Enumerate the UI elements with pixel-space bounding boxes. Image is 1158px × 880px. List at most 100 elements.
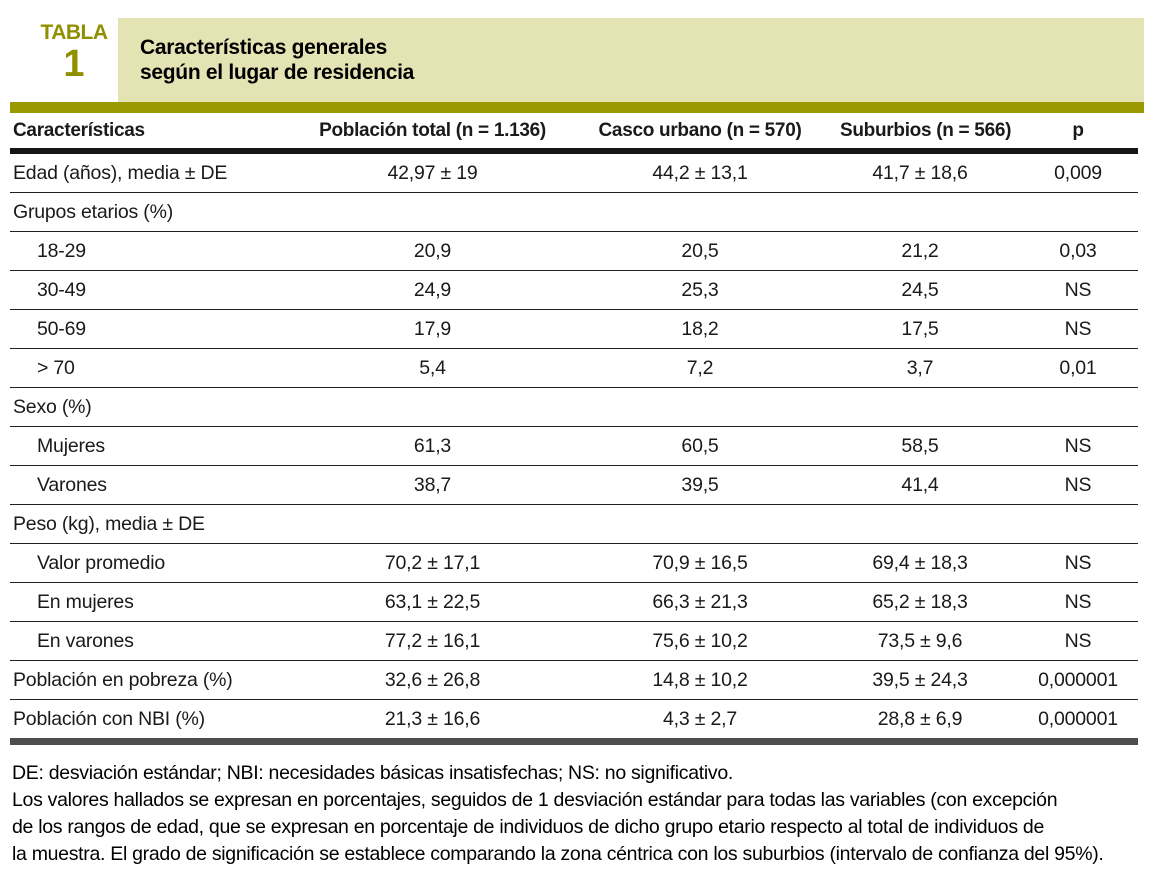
table-bottom-rule (10, 738, 1138, 745)
row-label: Población con NBI (%) (13, 707, 205, 730)
row-value: 41,7 ± 18,6 (872, 161, 968, 184)
row-value: 5,4 (419, 356, 446, 379)
row-value: NS (1064, 590, 1092, 613)
row-value: 32,6 ± 26,8 (384, 668, 481, 691)
row-label: Mujeres (37, 434, 105, 457)
table-badge-label: TABLA (40, 21, 108, 44)
table-title-line1: Características generales (140, 36, 387, 59)
table-title-band: Características generales según el lugar… (118, 18, 1144, 102)
row-value: 60,5 (681, 434, 719, 457)
row-value: 7,2 (686, 356, 714, 379)
table-row: En mujeres 63,1 ± 22,5 66,3 ± 21,3 65,2 ± 1… (10, 583, 1138, 622)
row-label: Peso (kg), media ± DE (13, 512, 205, 535)
row-value: 18,2 (681, 317, 719, 340)
row-value: NS (1064, 434, 1092, 457)
row-value: 66,3 ± 21,3 (652, 590, 748, 613)
row-value: 21,3 ± 16,6 (384, 707, 481, 730)
table-title-line2: según el lugar de residencia (140, 61, 415, 84)
row-label: Varones (37, 473, 107, 496)
footnote-line: de los rangos de edad, que se expresan e… (12, 816, 1045, 838)
table-section-row: Grupos etarios (%) (10, 193, 1138, 232)
row-value: 63,1 ± 22,5 (384, 590, 481, 613)
row-value: 58,5 (901, 434, 939, 457)
table-row: Valor promedio 70,2 ± 17,1 70,9 ± 16,5 69,4… (10, 544, 1138, 583)
row-label: 18-29 (37, 239, 86, 262)
row-value: 17,5 (901, 317, 939, 340)
row-value: 39,5 (681, 473, 719, 496)
row-value: 65,2 ± 18,3 (872, 590, 968, 613)
table-row: En varones 77,2 ± 16,1 75,6 ± 10,2 73,5 ± 9… (10, 622, 1138, 661)
row-value: NS (1064, 278, 1092, 301)
footnote-line: la muestra. El grado de significación se… (12, 843, 1104, 865)
table-badge-number: 1 (63, 43, 85, 85)
row-value: 0,009 (1054, 161, 1102, 184)
row-label: Sexo (%) (13, 395, 92, 418)
table-row: > 70 5,4 7,2 3,7 0,01 (10, 349, 1138, 388)
row-value: 4,3 ± 2,7 (663, 707, 737, 730)
footnote-line: Los valores hallados se expresan en porc… (12, 789, 1058, 811)
row-label: En varones (37, 629, 134, 652)
row-value: 20,5 (681, 239, 719, 262)
row-value: 24,5 (901, 278, 939, 301)
row-label: Población en pobreza (%) (13, 668, 233, 691)
column-header-suburbios: Suburbios (n = 566) (840, 119, 1012, 141)
table-header-row: Características Población total (n = 1.1… (10, 113, 1138, 154)
table-row: Edad (años), media ± DE 42,97 ± 19 44,2 ± … (10, 154, 1138, 193)
row-value: NS (1064, 551, 1092, 574)
data-table: Características Población total (n = 1.1… (10, 113, 1138, 738)
row-value: 0,000001 (1038, 707, 1118, 730)
row-value: 75,6 ± 10,2 (652, 629, 748, 652)
row-value: 17,9 (413, 317, 452, 340)
row-label: 30-49 (37, 278, 86, 301)
column-header-casco-urbano: Casco urbano (n = 570) (598, 119, 802, 141)
row-value: NS (1064, 473, 1092, 496)
table-row: 50-69 17,9 18,2 17,5 NS (10, 310, 1138, 349)
row-label: > 70 (37, 356, 75, 379)
row-label: En mujeres (37, 590, 134, 613)
table-section-row: Sexo (%) (10, 388, 1138, 427)
footnote-line: DE: desviación estándar; NBI: necesidade… (12, 762, 733, 784)
column-header-caracteristicas: Características (13, 119, 145, 141)
table-row: 30-49 24,9 25,3 24,5 NS (10, 271, 1138, 310)
row-value: 69,4 ± 18,3 (872, 551, 968, 574)
row-value: 21,2 (901, 239, 939, 262)
row-value: 39,5 ± 24,3 (872, 668, 968, 691)
row-value: 28,8 ± 6,9 (877, 707, 963, 730)
column-header-poblacion-total: Población total (n = 1.136) (319, 119, 546, 141)
row-label: Grupos etarios (%) (13, 200, 174, 223)
column-header-p: p (1072, 119, 1084, 141)
row-value: 0,000001 (1038, 668, 1118, 691)
table-row: Varones 38,7 39,5 41,4 NS (10, 466, 1138, 505)
row-value: NS (1064, 629, 1092, 652)
row-value: 41,4 (901, 473, 939, 496)
table-header-band: TABLA 1 Características generales según … (0, 18, 1158, 102)
row-label: Edad (años), media ± DE (13, 161, 228, 184)
row-value: 73,5 ± 9,6 (877, 629, 963, 652)
table-row: Mujeres 61,3 60,5 58,5 NS (10, 427, 1138, 466)
table-row: Población con NBI (%) 21,3 ± 16,6 4,3 ± 2,… (10, 700, 1138, 738)
table-row: Población en pobreza (%) 32,6 ± 26,8 14,8 … (10, 661, 1138, 700)
row-value: 14,8 ± 10,2 (652, 668, 748, 691)
table-body: Edad (años), media ± DE 42,97 ± 19 44,2 ± … (10, 154, 1138, 738)
row-value: 20,9 (413, 239, 452, 262)
row-value: 25,3 (681, 278, 719, 301)
row-label: 50-69 (37, 317, 86, 340)
row-value: 0,03 (1059, 239, 1097, 262)
row-value: 24,9 (413, 278, 452, 301)
row-value: 44,2 ± 13,1 (652, 161, 748, 184)
title-separator-bar (10, 102, 1144, 113)
table-footnotes: DE: desviación estándar; NBI: necesidade… (12, 760, 1158, 868)
row-value: 38,7 (413, 473, 452, 496)
row-value: 3,7 (906, 356, 934, 379)
row-value: 42,97 ± 19 (387, 161, 478, 184)
row-value: 70,2 ± 17,1 (384, 551, 481, 574)
row-value: 0,01 (1059, 356, 1097, 379)
row-value: 61,3 (413, 434, 452, 457)
table-section-row: Peso (kg), media ± DE (10, 505, 1138, 544)
row-label: Valor promedio (37, 551, 165, 574)
row-value: 77,2 ± 16,1 (384, 629, 481, 652)
row-value: 70,9 ± 16,5 (652, 551, 748, 574)
table-badge: TABLA 1 (28, 21, 120, 85)
table-row: 18-29 20,9 20,5 21,2 0,03 (10, 232, 1138, 271)
